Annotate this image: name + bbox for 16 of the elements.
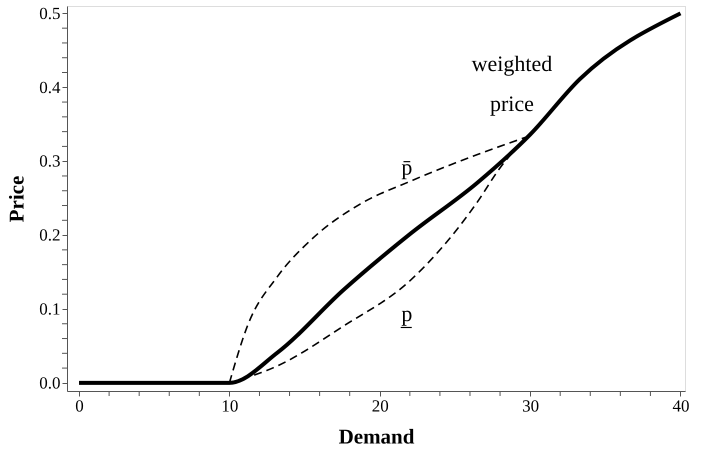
y-tick-label: 0.5	[39, 4, 60, 23]
annotation: p̄	[401, 154, 412, 180]
y-tick-label: 0.0	[39, 373, 60, 392]
x-tick-label: 0	[75, 396, 84, 416]
annotation: weighted price	[472, 50, 552, 116]
y-tick-label: 0.4	[39, 78, 61, 97]
x-axis-title: Demand	[338, 424, 415, 448]
y-tick-label: 0.3	[39, 152, 60, 171]
y-tick-label: 0.2	[39, 226, 60, 245]
x-tick-label: 40	[672, 396, 690, 416]
y-tick-label: 0.1	[39, 299, 60, 318]
annotation: p̲	[400, 301, 412, 329]
x-tick-label: 20	[372, 396, 389, 416]
y-axis-title: Price	[4, 176, 28, 222]
x-tick-label: 10	[221, 396, 238, 416]
x-tick-label: 30	[522, 396, 540, 416]
